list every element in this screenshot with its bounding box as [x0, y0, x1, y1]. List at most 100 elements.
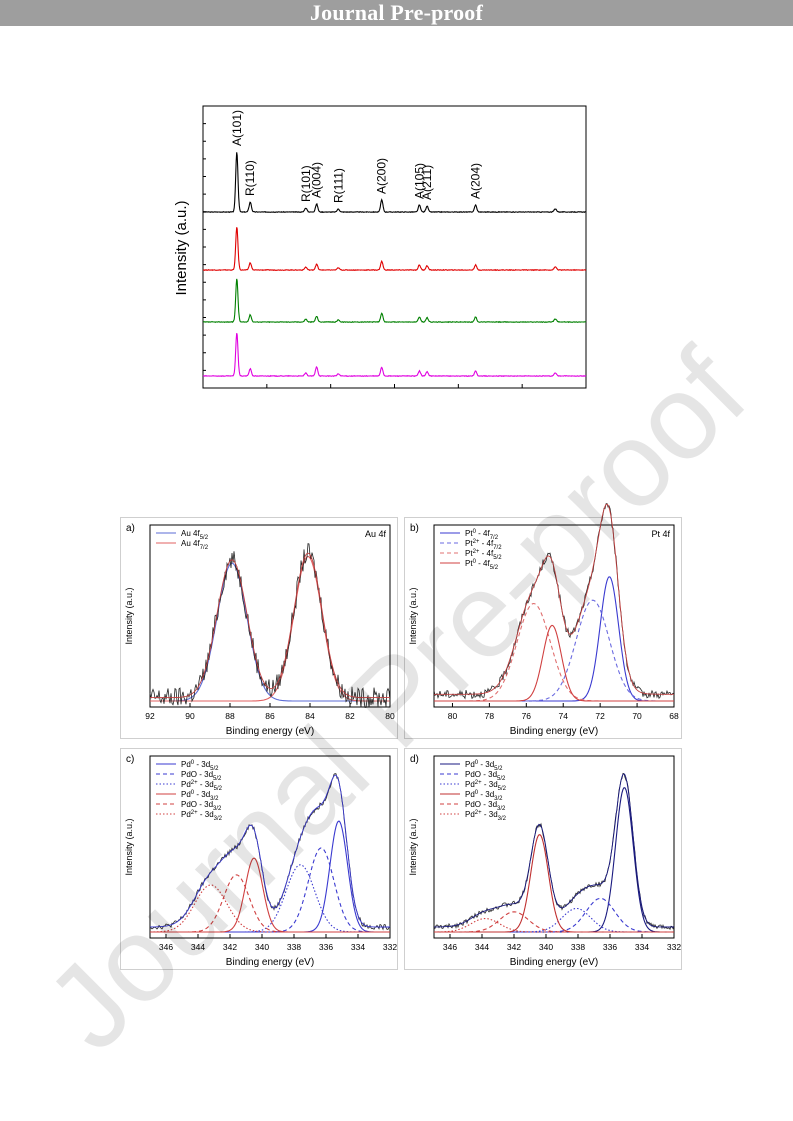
panel-border — [120, 748, 398, 970]
x-axis-label: Binding energy (eV) — [226, 957, 314, 968]
fit-envelope — [150, 552, 390, 699]
legend-label: Pd0 - 3d5/2 — [465, 760, 503, 772]
legend-label: Pd0 - 3d3/2 — [465, 790, 503, 802]
legend-label: Pd2+ - 3d3/2 — [465, 810, 507, 822]
x-tick-label: 344 — [475, 942, 489, 952]
x-tick-label: 332 — [667, 942, 681, 952]
legend-label: Pt0 - 4f5/2 — [465, 559, 499, 571]
x-tick-label: 332 — [383, 942, 397, 952]
panel-label: c) — [126, 754, 134, 765]
legend-label: Pt2+ - 4f7/2 — [465, 539, 502, 551]
x-tick-label: 76 — [522, 711, 532, 721]
raw-spectrum — [149, 543, 391, 708]
x-tick-label: 342 — [223, 942, 237, 952]
plot-frame — [149, 524, 391, 708]
panel-title: Au 4f — [365, 529, 387, 539]
x-tick-label: 74 — [558, 711, 568, 721]
plot-frame — [433, 755, 675, 939]
legend-label: Pd0 - 3d3/2 — [181, 790, 219, 802]
x-tick-label: 90 — [185, 711, 195, 721]
x-tick-label: 340 — [539, 942, 553, 952]
x-tick-label: 82 — [345, 711, 355, 721]
xrd-curves — [202, 152, 587, 378]
xrd-curve-3 — [203, 278, 587, 324]
legend-label: Pd2+ - 3d3/2 — [181, 810, 223, 822]
x-axis-label: Binding energy (eV) — [510, 726, 598, 737]
xrd-ylabel: Intensity (a.u.) — [173, 200, 190, 295]
plot-frame — [149, 755, 391, 939]
component-curve — [434, 897, 674, 933]
xrd-peak-label: A(004) — [310, 162, 324, 198]
component-curve — [434, 624, 674, 702]
xrd-peak-label: R(110) — [243, 160, 257, 196]
xrd-peak-label: R(101) — [299, 165, 313, 202]
x-tick-label: 338 — [287, 942, 301, 952]
x-tick-label: 70 — [632, 711, 642, 721]
x-tick-label: 78 — [485, 711, 495, 721]
x-tick-label: 336 — [319, 942, 333, 952]
banner-title: Journal Pre-proof — [309, 0, 484, 25]
xrd-curve-2 — [202, 227, 587, 272]
component-curve — [150, 562, 390, 702]
fit-envelope — [434, 503, 674, 695]
x-tick-label: 80 — [448, 711, 458, 721]
legend-label: Au 4f7/2 — [181, 539, 209, 551]
fit-envelope — [434, 773, 674, 928]
x-tick-label: 336 — [603, 942, 617, 952]
x-tick-label: 340 — [255, 942, 269, 952]
legend-label: PdO - 3d5/2 — [181, 770, 222, 782]
legend: Au 4f5/2Au 4f7/2 — [156, 529, 209, 551]
component-curve — [150, 847, 390, 933]
plot-frame — [433, 524, 675, 708]
xrd-peak-label: A(200) — [375, 158, 389, 194]
component-curve — [434, 603, 674, 702]
journal-banner: Journal Pre-proof — [0, 0, 793, 26]
panel-label: a) — [126, 523, 135, 534]
x-tick-label: 92 — [145, 711, 155, 721]
xrd-peak-label: A(105) — [412, 163, 426, 199]
component-curve — [434, 907, 674, 933]
component-curve — [434, 599, 674, 702]
legend-label: Pt2+ - 4f5/2 — [465, 549, 502, 561]
xrd-peak-label: A(101) — [230, 110, 244, 146]
legend-label: PdO - 3d3/2 — [465, 800, 506, 812]
panel-title: Pt 4f — [651, 529, 670, 539]
xrd-curve-4 — [202, 333, 587, 378]
y-axis-label: Intensity (a.u.) — [408, 587, 418, 644]
x-tick-label: 84 — [305, 711, 315, 721]
panel-border — [404, 517, 682, 739]
legend-label: Au 4f5/2 — [181, 529, 209, 541]
y-axis-label: Intensity (a.u.) — [124, 818, 134, 875]
component-curve — [434, 918, 674, 933]
x-axis-label: Binding energy (eV) — [510, 957, 598, 968]
raw-spectrum — [433, 503, 675, 700]
x-tick-label: 86 — [265, 711, 275, 721]
x-tick-label: 68 — [669, 711, 679, 721]
x-axis-label: Binding energy (eV) — [226, 726, 314, 737]
x-tick-label: 80 — [385, 711, 395, 721]
component-curve — [150, 555, 390, 702]
legend-label: Pd2+ - 3d5/2 — [181, 780, 223, 792]
xps-pt4f-panel: b) Pt 4f Intensity (a.u.) Binding energy (e… — [404, 503, 682, 739]
fit-envelope — [150, 774, 390, 928]
x-tick-label: 72 — [595, 711, 605, 721]
x-tick-label: 88 — [225, 711, 235, 721]
x-tick-label: 346 — [159, 942, 173, 952]
legend-label: Pd2+ - 3d5/2 — [465, 780, 507, 792]
component-curve — [150, 820, 390, 933]
xrd-frame — [202, 105, 587, 389]
x-tick-label: 334 — [635, 942, 649, 952]
xps-au4f-panel: a) Au 4f Intensity (a.u.) Binding energy (e… — [120, 517, 398, 739]
xrd-peak-labels: A(101) R(110) R(101)A(004) R(111) A(200) A(10… — [230, 110, 483, 203]
component-curve — [434, 576, 674, 702]
panel-label: d) — [410, 754, 419, 765]
xrd-peak-label: A(211) — [420, 165, 434, 200]
xrd-ticks — [202, 123, 587, 388]
legend-label: Pt0 - 4f7/2 — [465, 529, 499, 541]
panel-label: b) — [410, 523, 419, 534]
xps-pd3d-panel-c: c) Intensity (a.u.) Binding energy (eV) 346… — [120, 748, 398, 970]
xrd-curve-1 — [202, 152, 587, 214]
